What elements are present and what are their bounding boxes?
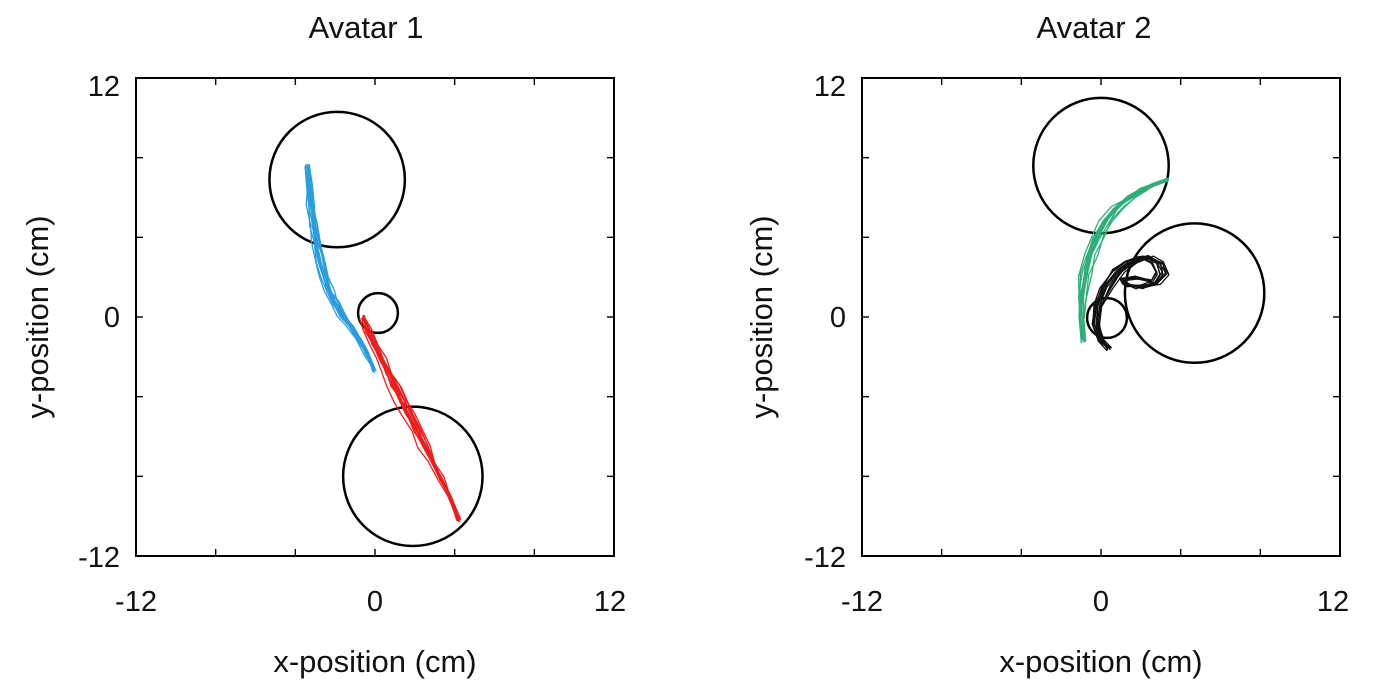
x-tick-label-mid: 0 — [367, 586, 383, 618]
chart-title: Avatar 2 — [1037, 10, 1152, 45]
trajectory-trial — [305, 164, 375, 371]
plot-frame — [135, 77, 615, 557]
trajectories — [304, 163, 462, 522]
x-tick-label-right: 12 — [594, 586, 626, 618]
trajectories — [1077, 177, 1170, 351]
target-circle-3 — [1123, 222, 1266, 365]
target-circles — [1032, 96, 1266, 365]
trajectory-trial — [304, 165, 375, 374]
trajectory-trial — [358, 317, 459, 522]
trajectory-trial — [1093, 255, 1161, 349]
y-tick-label-bottom: -12 — [804, 542, 846, 574]
y-axis-label: y-position (cm) — [20, 215, 55, 418]
y-tick-label-top: 12 — [814, 71, 846, 103]
y-tick-label-top: 12 — [88, 71, 120, 103]
trajectory-trial — [362, 316, 460, 520]
x-tick-label-left: -12 — [841, 586, 883, 618]
x-tick-label-left: -12 — [115, 586, 157, 618]
trajectory-series-2 — [358, 314, 462, 522]
target-circle-1 — [1032, 96, 1170, 235]
x-tick-label-right: 12 — [1317, 586, 1349, 618]
chart-title: Avatar 1 — [309, 10, 424, 45]
target-circle-3 — [341, 405, 484, 548]
trajectory-trial — [308, 163, 375, 373]
y-tick-label-mid: 0 — [830, 302, 846, 334]
avatar-1-panel: Avatar 1 12 0 -12 -12 0 12 x-position (c… — [20, 10, 626, 679]
trajectory-trial — [1077, 177, 1169, 342]
target-circle-1 — [268, 110, 407, 249]
x-tick-label-mid: 0 — [1093, 586, 1109, 618]
avatar-2-panel: Avatar 2 12 0 -12 -12 0 12 x-position (c… — [744, 10, 1349, 679]
y-axis-label: y-position (cm) — [744, 215, 779, 418]
trajectory-trial — [364, 318, 462, 520]
trajectory-trial — [304, 166, 376, 371]
trajectory-trial — [305, 163, 375, 371]
x-axis-label: x-position (cm) — [273, 644, 476, 679]
trajectory-series-1 — [304, 163, 377, 374]
tick-marks — [861, 77, 1341, 557]
trajectory-trial — [1098, 256, 1164, 351]
trajectory-trial — [1083, 180, 1170, 342]
trajectory-series-1 — [1077, 177, 1170, 344]
y-tick-label-mid: 0 — [104, 302, 120, 334]
target-circles — [268, 110, 484, 548]
trajectory-trial — [308, 163, 376, 371]
tick-marks — [135, 77, 615, 557]
trajectory-series-2 — [1091, 254, 1170, 351]
trajectory-trial — [308, 164, 374, 371]
target-circle-2 — [356, 291, 400, 335]
y-tick-label-bottom: -12 — [78, 542, 120, 574]
trajectory-trial — [304, 166, 375, 372]
trajectory-trial — [1098, 256, 1168, 349]
x-axis-label: x-position (cm) — [999, 644, 1202, 679]
